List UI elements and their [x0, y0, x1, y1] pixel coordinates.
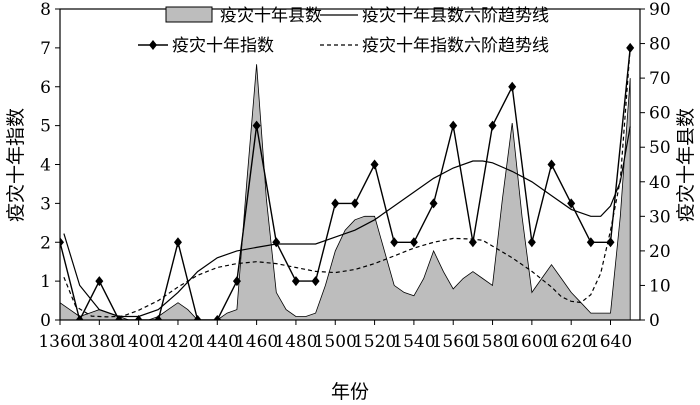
y-left-tick-label: 5 [40, 117, 51, 137]
x-tick-label: 1380 [78, 332, 121, 352]
legend-label-area: 疫灾十年县数 [220, 6, 322, 26]
y-left-tick-label: 6 [40, 78, 51, 98]
index-point-marker [547, 159, 556, 170]
legend-label-index-line: 疫灾十年指数 [172, 36, 274, 56]
index-point-marker [154, 315, 163, 320]
y-left-tick-label: 8 [40, 0, 51, 20]
x-tick-label: 1480 [274, 332, 317, 352]
y-right-tick-label: 30 [649, 207, 671, 227]
index-point-marker [449, 120, 458, 131]
x-tick-label: 1540 [392, 332, 435, 352]
legend-swatch-index-marker [149, 40, 157, 50]
x-tick-label: 1520 [353, 332, 396, 352]
index-point-marker [586, 237, 595, 248]
index-point-marker [527, 237, 536, 248]
x-tick-label: 1600 [510, 332, 553, 352]
index-point-marker [331, 198, 340, 209]
y-right-tick-label: 0 [649, 311, 660, 331]
legend-label-solid-trend: 疫灾十年县数六阶趋势线 [362, 6, 549, 26]
index-point-marker [114, 315, 123, 320]
x-tick-label: 1400 [117, 332, 160, 352]
x-tick-label: 1560 [432, 332, 475, 352]
index-point-marker [291, 276, 300, 287]
index-point-marker [193, 315, 202, 320]
index-point-marker [134, 315, 143, 320]
y-left-tick-label: 2 [40, 233, 51, 253]
index-point-marker [429, 198, 438, 209]
index-point-marker [60, 237, 64, 248]
x-tick-label: 1460 [235, 332, 278, 352]
x-tick-label: 1640 [589, 332, 632, 352]
x-tick-label: 1620 [550, 332, 593, 352]
index-point-marker [173, 237, 182, 248]
series-line-county-trend [63, 126, 631, 318]
index-point-marker [252, 120, 261, 131]
legend-label-dashed-trend: 疫灾十年指数六阶趋势线 [362, 36, 549, 56]
y-axis-label-right: 疫灾十年县数 [675, 108, 697, 222]
index-point-marker [272, 237, 281, 248]
x-axis-label: 年份 [331, 381, 369, 403]
y-right-tick-label: 90 [649, 0, 671, 20]
index-point-marker [95, 276, 104, 287]
y-right-tick-label: 70 [649, 69, 671, 89]
x-tick-label: 1440 [196, 332, 239, 352]
index-point-marker [390, 237, 399, 248]
index-point-marker [311, 276, 320, 287]
x-tick-label: 1360 [38, 332, 81, 352]
y-left-tick-label: 7 [40, 39, 51, 59]
x-tick-label: 1580 [471, 332, 514, 352]
line-series-layer [60, 42, 635, 320]
y-right-tick-label: 80 [649, 35, 671, 55]
series-line-index-trend [63, 47, 631, 318]
y-right-tick-label: 40 [649, 173, 671, 193]
legend-swatch-area [165, 6, 213, 23]
y-left-tick-label: 0 [40, 311, 51, 331]
index-point-marker [213, 315, 222, 320]
index-point-marker [370, 159, 379, 170]
index-point-marker [75, 315, 84, 320]
y-right-tick-label: 20 [649, 242, 671, 262]
y-right-tick-label: 60 [649, 104, 671, 124]
legend: 疫灾十年县数 疫灾十年县数六阶趋势线 疫灾十年指数 疫灾十年指数六阶趋势线 [138, 6, 549, 56]
y-left-tick-label: 3 [40, 194, 51, 214]
index-point-marker [350, 198, 359, 209]
index-point-marker [409, 237, 418, 248]
x-tick-label: 1500 [314, 332, 357, 352]
index-point-marker [232, 276, 241, 287]
index-point-marker [606, 237, 615, 248]
index-point-marker [508, 81, 517, 92]
index-point-marker [626, 42, 635, 53]
x-tick-label: 1420 [156, 332, 199, 352]
y-left-tick-label: 4 [40, 156, 51, 176]
index-point-marker [567, 198, 576, 209]
y-left-tick-label: 1 [40, 272, 51, 292]
y-right-tick-label: 10 [649, 276, 671, 296]
index-point-marker [468, 237, 477, 248]
index-point-marker [488, 120, 497, 131]
series-line-index [60, 47, 631, 320]
y-right-tick-label: 50 [649, 138, 671, 158]
tick-label-layer: 1360138014001420144014601480150015201540… [38, 0, 670, 352]
y-axis-label-left: 疫灾十年指数 [5, 108, 27, 222]
